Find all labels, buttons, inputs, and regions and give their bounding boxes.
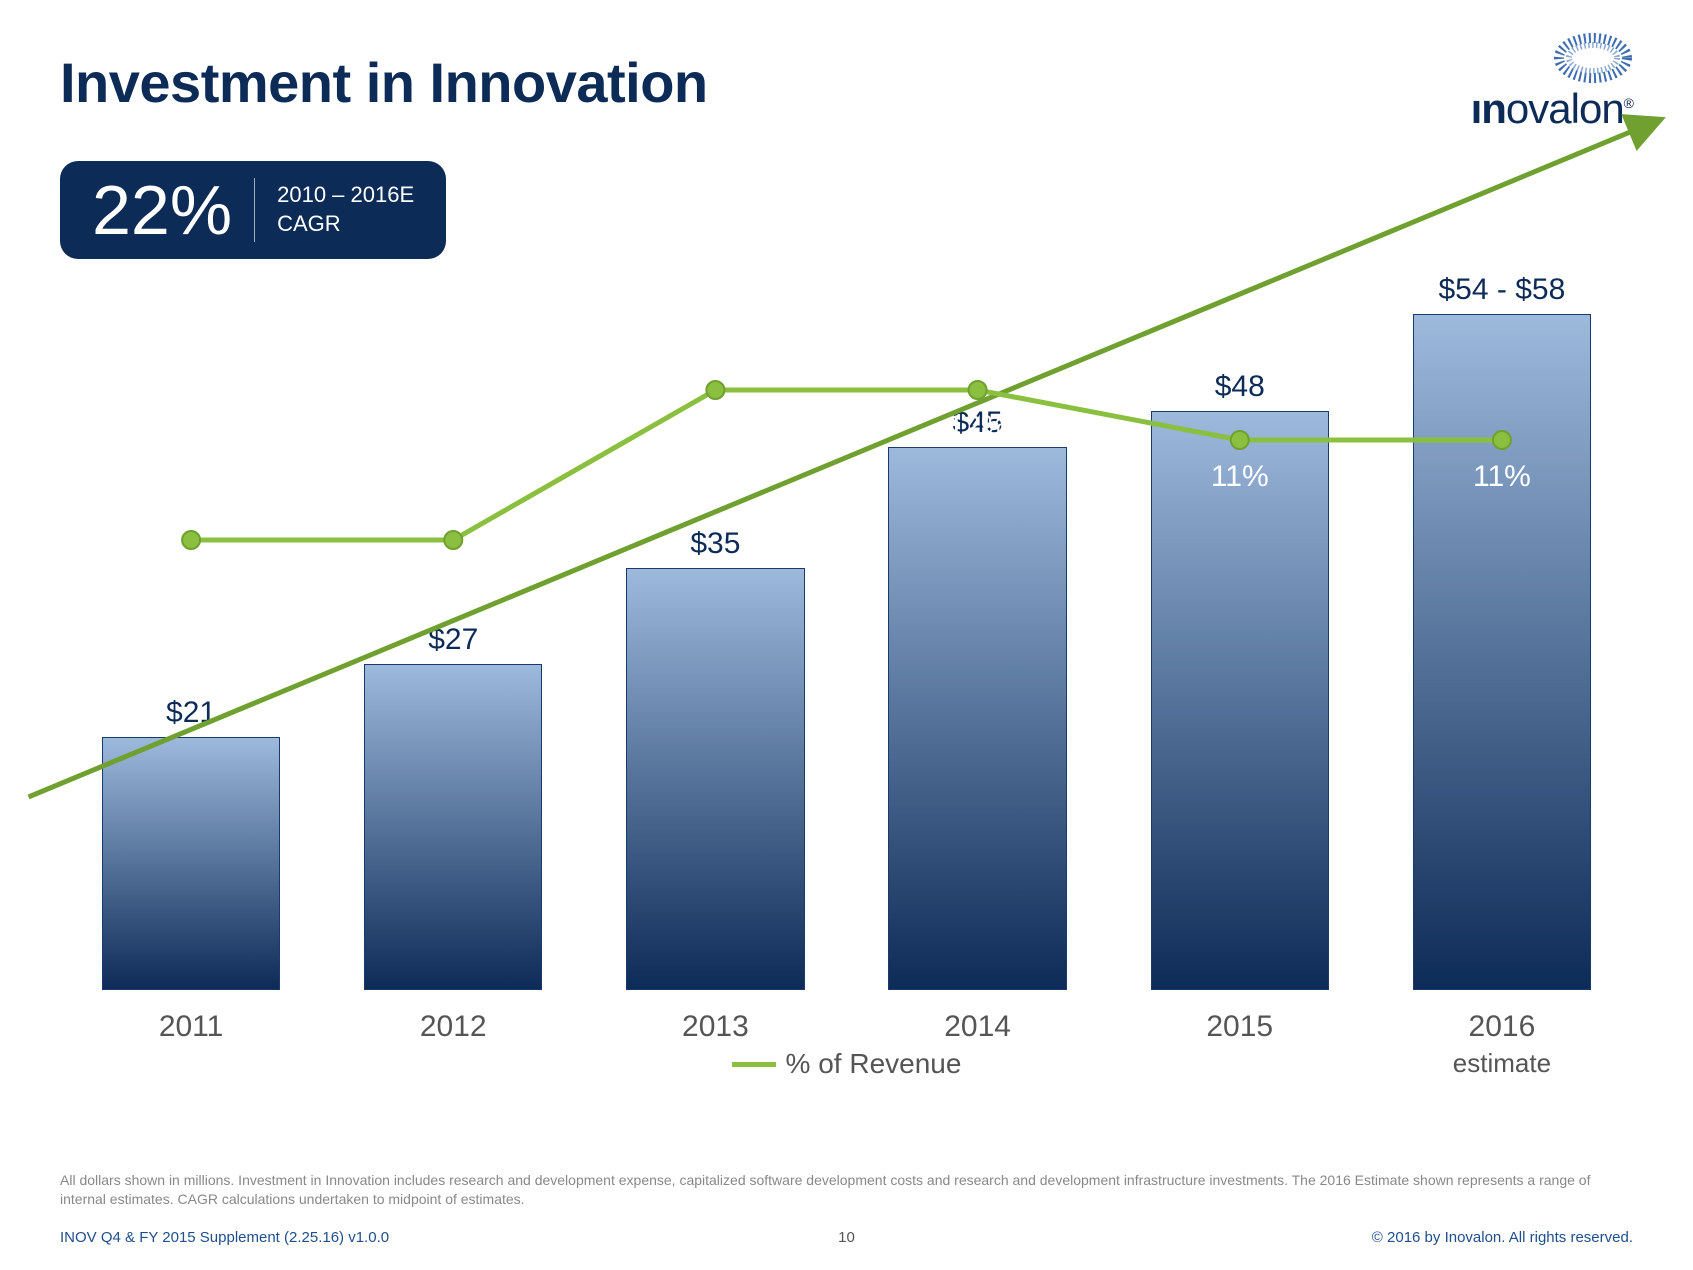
page-number: 10 xyxy=(838,1229,855,1246)
pct-marker xyxy=(706,381,724,399)
pct-marker xyxy=(182,531,200,549)
bar: $35 xyxy=(626,568,804,990)
bar-value-label: $21 xyxy=(103,696,279,730)
legend-swatch xyxy=(732,1062,776,1067)
bar-value-label: $54 - $58 xyxy=(1414,273,1590,307)
x-axis-label: 2014 xyxy=(847,1010,1109,1044)
cagr-badge: 22% 2010 – 2016E CAGR xyxy=(60,161,446,259)
bar: $27 xyxy=(364,664,542,990)
slide-title: Investment in Innovation xyxy=(60,50,708,115)
footer-left: INOV Q4 & FY 2015 Supplement (2.25.16) v… xyxy=(60,1229,389,1246)
bar-value-label: $45 xyxy=(889,406,1065,440)
cagr-period: 2010 – 2016E xyxy=(277,181,414,210)
pct-marker xyxy=(969,381,987,399)
x-axis-label: 2016estimate xyxy=(1371,1010,1633,1079)
cagr-percent: 22% xyxy=(92,175,232,245)
bar-value-label: $27 xyxy=(365,623,541,657)
x-axis-label: 2015 xyxy=(1109,1010,1371,1044)
legend: % of Revenue xyxy=(732,1048,962,1080)
pct-label: 9% xyxy=(169,560,212,593)
x-axis-label: 2011 xyxy=(60,1010,322,1044)
cagr-label: CAGR xyxy=(277,210,414,239)
divider xyxy=(254,178,255,242)
brand-logo: ınovalon® xyxy=(1471,30,1633,133)
pct-marker xyxy=(444,531,462,549)
bar: $54 - $58 xyxy=(1413,314,1591,990)
bar: $45 xyxy=(888,447,1066,990)
bar-value-label: $48 xyxy=(1152,370,1328,404)
chart: $21$27$35$45$48$54 - $589%9%12%12%11%11%… xyxy=(60,290,1633,1080)
x-axis-label: 2012 xyxy=(322,1010,584,1044)
footnote: All dollars shown in millions. Investmen… xyxy=(60,1171,1633,1210)
bar: $48 xyxy=(1151,411,1329,990)
x-axis-label: 2013 xyxy=(584,1010,846,1044)
footer-right: © 2016 by Inovalon. All rights reserved. xyxy=(1372,1229,1633,1246)
bar: $21 xyxy=(102,737,280,990)
x-axis-sublabel: estimate xyxy=(1371,1048,1633,1079)
pct-label: 9% xyxy=(432,560,475,593)
pct-label: 12% xyxy=(685,410,745,443)
legend-label: % of Revenue xyxy=(786,1048,962,1080)
swirl-icon xyxy=(1543,30,1633,86)
brand-name: ınovalon® xyxy=(1471,85,1633,133)
bar-value-label: $35 xyxy=(627,527,803,561)
